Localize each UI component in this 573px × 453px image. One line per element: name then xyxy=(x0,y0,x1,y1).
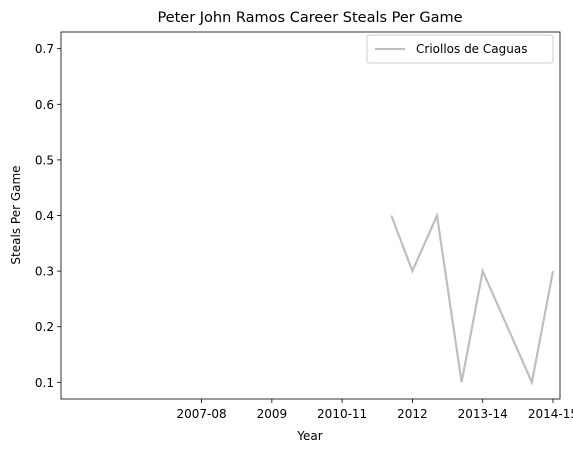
chart-title: Peter John Ramos Career Steals Per Game xyxy=(157,10,462,26)
y-axis-title: Steals Per Game xyxy=(9,165,23,264)
plot-area xyxy=(61,32,560,399)
data-point xyxy=(531,381,533,383)
data-point xyxy=(552,270,554,272)
series-line xyxy=(390,211,555,386)
x-tick-label: 2009 xyxy=(257,407,288,421)
y-tick-label: 0.3 xyxy=(35,265,54,279)
y-tick-label: 0.5 xyxy=(35,153,54,167)
legend-label: Criollos de Caguas xyxy=(416,42,527,56)
data-point xyxy=(461,381,463,383)
x-axis-ticks: 2007-08 2009 2010-11 2012 2013-14 2014-15 xyxy=(176,399,573,421)
legend: Criollos de Caguas xyxy=(366,34,554,64)
y-tick-label: 0.4 xyxy=(35,209,54,223)
x-tick-label: 2012 xyxy=(397,407,428,421)
y-tick-label: 0.7 xyxy=(35,42,54,56)
y-tick-label: 0.6 xyxy=(35,98,54,112)
data-point xyxy=(436,215,438,217)
data-point xyxy=(482,270,484,272)
y-tick-label: 0.2 xyxy=(35,320,54,334)
legend-box xyxy=(366,34,554,64)
y-axis-ticks: 0.1 0.2 0.3 0.4 0.5 0.6 0.7 xyxy=(35,42,61,390)
x-tick-label: 2010-11 xyxy=(317,407,367,421)
data-point xyxy=(411,270,413,272)
x-tick-label: 2007-08 xyxy=(176,407,226,421)
series-layer xyxy=(390,211,555,386)
x-tick-label: 2013-14 xyxy=(458,407,508,421)
x-tick-label: 2014-15 xyxy=(528,407,573,421)
data-point xyxy=(390,215,392,217)
y-tick-label: 0.1 xyxy=(35,376,54,390)
plot-frame xyxy=(60,31,561,400)
x-axis-title: Year xyxy=(296,429,322,443)
